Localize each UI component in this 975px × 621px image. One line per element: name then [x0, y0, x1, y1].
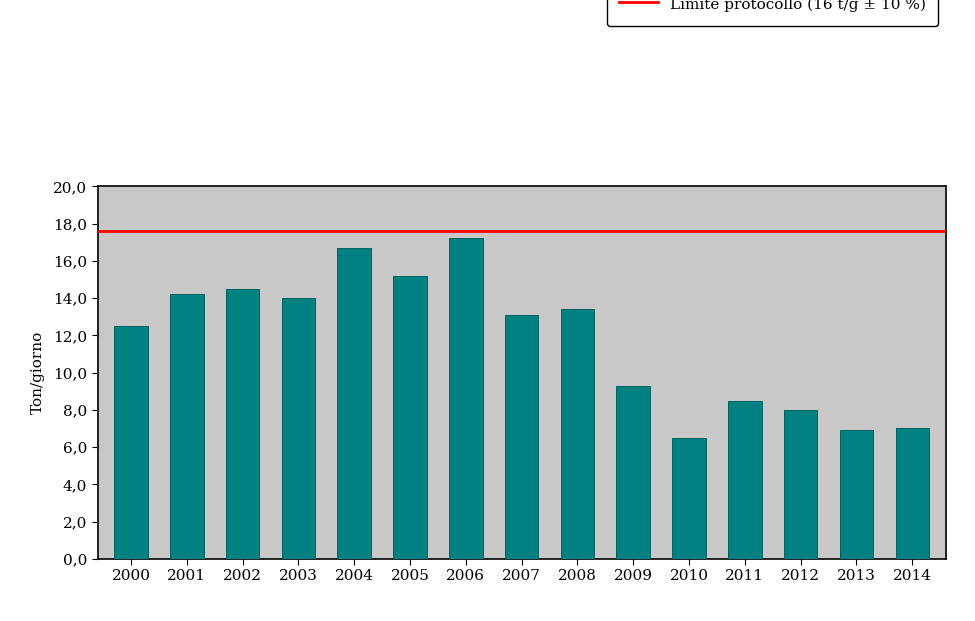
Bar: [337, 248, 370, 559]
Bar: [282, 298, 315, 559]
Bar: [449, 238, 483, 559]
Bar: [226, 289, 259, 559]
Bar: [170, 294, 204, 559]
Bar: [616, 386, 650, 559]
Legend: Produzione giornaliera, Limite protocollo (16 t/g ± 10 %): Produzione giornaliera, Limite protocoll…: [607, 0, 938, 25]
Bar: [784, 410, 817, 559]
Bar: [895, 428, 929, 559]
Bar: [114, 326, 148, 559]
Bar: [393, 276, 427, 559]
Bar: [728, 401, 761, 559]
Bar: [839, 430, 874, 559]
Bar: [505, 315, 538, 559]
Bar: [673, 438, 706, 559]
Bar: [561, 309, 594, 559]
Y-axis label: Ton/giorno: Ton/giorno: [30, 331, 45, 414]
